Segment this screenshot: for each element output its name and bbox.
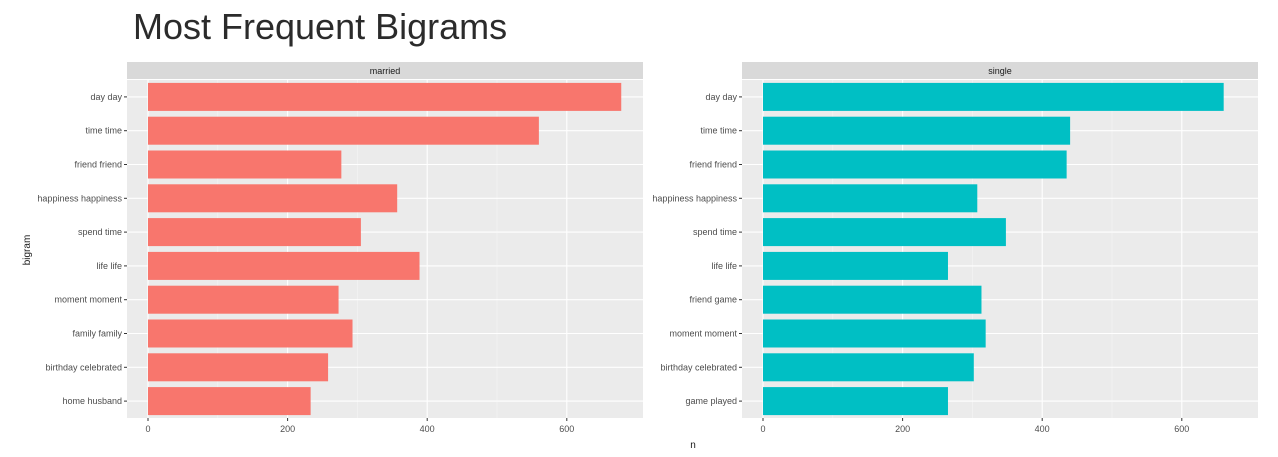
y-tick-label: happiness happiness — [652, 193, 737, 203]
y-tick-label: happiness happiness — [37, 193, 122, 203]
y-tick-label: day day — [90, 92, 122, 102]
bar-married-day-day — [148, 82, 622, 111]
bar-married-spend-time — [148, 218, 361, 247]
facet-label-married: married — [370, 66, 401, 76]
facet-strip-married — [127, 62, 643, 79]
bar-single-moment-moment — [763, 319, 986, 348]
x-tick-label: 400 — [1035, 424, 1050, 434]
y-axis-title: bigram — [22, 235, 33, 266]
bar-single-birthday-celebrated — [763, 353, 974, 382]
x-tick-label: 200 — [280, 424, 295, 434]
y-tick-label: birthday celebrated — [660, 362, 737, 372]
bar-married-life-life — [148, 251, 420, 280]
bar-single-friend-game — [763, 285, 982, 314]
y-tick-label: time time — [700, 126, 737, 136]
bar-married-birthday-celebrated — [148, 353, 329, 382]
bar-married-time-time — [148, 116, 539, 145]
bar-single-life-life — [763, 251, 948, 280]
x-tick-label: 200 — [895, 424, 910, 434]
bar-single-spend-time — [763, 218, 1006, 247]
x-tick-label: 0 — [145, 424, 150, 434]
bar-married-home-husband — [148, 387, 311, 416]
y-tick-label: spend time — [693, 227, 737, 237]
y-tick-label: life life — [711, 261, 737, 271]
x-tick-label: 400 — [420, 424, 435, 434]
facet-label-single: single — [988, 66, 1012, 76]
y-tick-label: day day — [705, 92, 737, 102]
y-tick-label: moment moment — [54, 295, 122, 305]
x-tick-label: 600 — [1174, 424, 1189, 434]
bar-single-game-played — [763, 387, 948, 416]
chart-title: Most Frequent Bigrams — [133, 6, 508, 47]
y-tick-label: home husband — [62, 396, 122, 406]
bar-married-family-family — [148, 319, 353, 348]
bar-married-moment-moment — [148, 285, 339, 314]
y-tick-label: time time — [85, 126, 122, 136]
y-tick-label: family family — [72, 329, 122, 339]
facet-strip-single — [742, 62, 1258, 79]
x-axis-title: n — [690, 440, 696, 451]
bar-single-day-day — [763, 82, 1224, 111]
y-tick-label: friend friend — [74, 160, 122, 170]
bar-married-friend-friend — [148, 150, 342, 179]
y-tick-label: friend friend — [689, 160, 737, 170]
y-tick-label: friend game — [689, 295, 737, 305]
bar-single-friend-friend — [763, 150, 1067, 179]
bar-single-happiness-happiness — [763, 184, 978, 213]
bar-single-time-time — [763, 116, 1071, 145]
x-tick-label: 0 — [760, 424, 765, 434]
bar-married-happiness-happiness — [148, 184, 398, 213]
y-tick-label: life life — [96, 261, 122, 271]
y-tick-label: moment moment — [669, 329, 737, 339]
y-tick-label: birthday celebrated — [45, 362, 122, 372]
y-tick-label: spend time — [78, 227, 122, 237]
x-tick-label: 600 — [559, 424, 574, 434]
y-tick-label: game played — [685, 396, 737, 406]
